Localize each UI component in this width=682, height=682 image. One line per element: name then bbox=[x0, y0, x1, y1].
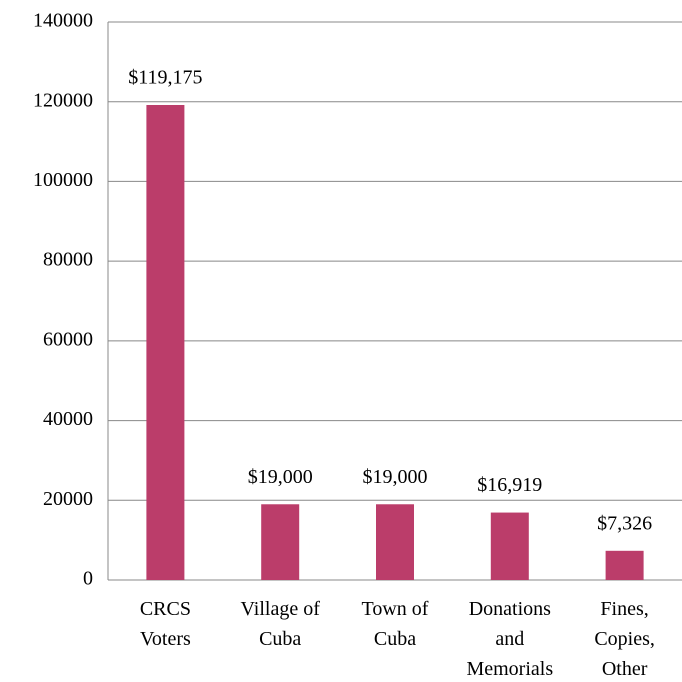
y-tick-label: 40000 bbox=[43, 408, 93, 430]
value-label: $7,326 bbox=[597, 512, 652, 534]
bar bbox=[146, 105, 185, 580]
value-label: $19,000 bbox=[248, 466, 313, 488]
y-tick-label: 140000 bbox=[33, 10, 93, 32]
value-label: $19,000 bbox=[363, 466, 428, 488]
x-tick-label: Donations and Memorials bbox=[466, 598, 553, 680]
value-label: $16,919 bbox=[477, 474, 542, 496]
y-tick-label: 80000 bbox=[43, 249, 93, 271]
y-tick-label: 100000 bbox=[33, 169, 93, 191]
bar bbox=[261, 504, 300, 580]
bar bbox=[490, 512, 529, 580]
y-tick-label: 0 bbox=[83, 568, 93, 590]
x-tick-label: Village of Cuba bbox=[241, 598, 321, 650]
x-tick-label: CRCS Voters bbox=[140, 598, 191, 650]
bar bbox=[376, 504, 414, 580]
x-tick-label: Fines, Copies, Other bbox=[594, 598, 655, 680]
y-tick-label: 60000 bbox=[43, 328, 93, 350]
value-label: $119,175 bbox=[128, 67, 202, 89]
y-tick-label: 20000 bbox=[43, 488, 93, 510]
x-tick-label: Town of Cuba bbox=[362, 598, 429, 650]
bar bbox=[605, 550, 644, 580]
y-tick-label: 120000 bbox=[33, 89, 93, 111]
